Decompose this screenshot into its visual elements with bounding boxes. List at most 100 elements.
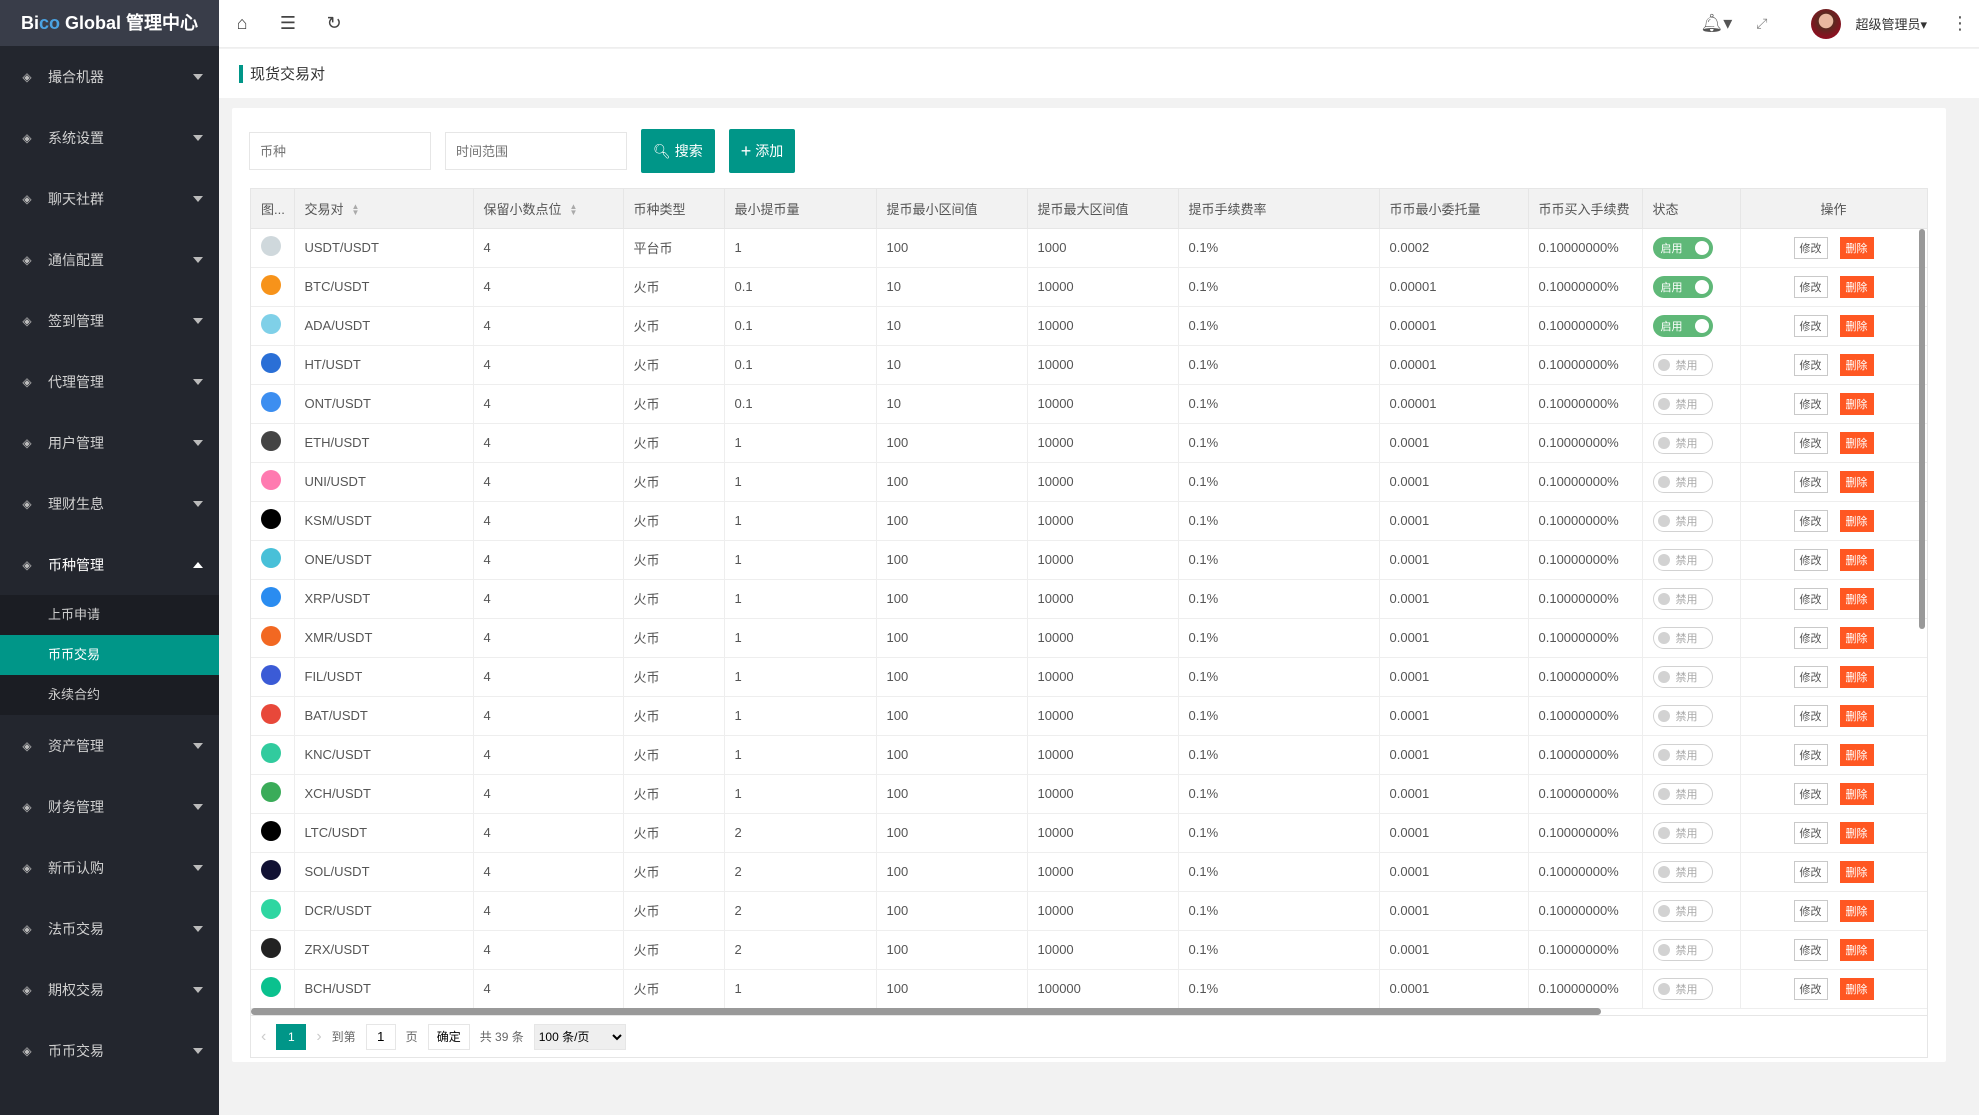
delete-button[interactable]: 删除 [1839,587,1874,610]
horizontal-scrollbar[interactable] [251,1008,1601,1015]
delete-button[interactable]: 删除 [1839,782,1874,805]
edit-button[interactable]: 修改 [1793,938,1828,961]
status-toggle[interactable]: 禁用 [1652,704,1713,727]
edit-button[interactable]: 修改 [1793,899,1828,922]
edit-button[interactable]: 修改 [1793,314,1828,337]
column-header[interactable]: 交易对 ▲ ▼ [294,189,474,229]
status-toggle[interactable]: 禁用 [1652,587,1713,610]
delete-button[interactable]: 删除 [1839,665,1874,688]
delete-button[interactable]: 删除 [1839,626,1874,649]
edit-button[interactable]: 修改 [1793,548,1828,571]
edit-button[interactable]: 修改 [1793,860,1828,883]
submenu-item[interactable]: 永续合约 [48,687,101,702]
avatar[interactable] [1811,8,1842,39]
search-button[interactable]: 🔍︎ 搜索 [641,129,715,173]
status-toggle[interactable]: 禁用 [1652,899,1713,922]
sidebar-item[interactable]: ◈ 资产管理 [0,715,219,776]
delete-button[interactable]: 删除 [1839,938,1874,961]
edit-button[interactable]: 修改 [1793,353,1828,376]
edit-button[interactable]: 修改 [1793,470,1828,493]
next-page-icon[interactable]: › [316,1027,322,1045]
sidebar-item[interactable]: ◈ 财务管理 [0,776,219,837]
delete-button[interactable]: 删除 [1839,743,1874,766]
delete-button[interactable]: 删除 [1839,236,1874,259]
sidebar-item[interactable]: ◈ 币币交易 [0,1020,219,1081]
delete-button[interactable]: 删除 [1839,509,1874,532]
status-toggle[interactable]: 禁用 [1652,743,1713,766]
delete-button[interactable]: 删除 [1839,977,1874,1000]
delete-button[interactable]: 删除 [1839,470,1874,493]
bell-icon[interactable]: 🔔︎▾ [1700,13,1733,33]
sidebar-item[interactable]: ◈ 用户管理 [0,412,219,473]
edit-button[interactable]: 修改 [1793,509,1828,532]
delete-button[interactable]: 删除 [1839,275,1874,298]
home-icon[interactable]: ⌂ [236,13,248,33]
edit-button[interactable]: 修改 [1793,275,1828,298]
status-toggle[interactable]: 禁用 [1652,353,1713,376]
edit-button[interactable]: 修改 [1793,704,1828,727]
add-button[interactable]: + 添加 [728,129,796,173]
status-toggle[interactable]: 禁用 [1652,509,1713,532]
page-input[interactable] [365,1023,396,1050]
edit-button[interactable]: 修改 [1793,782,1828,805]
status-toggle[interactable]: 禁用 [1652,470,1713,493]
status-toggle[interactable]: 启用 [1652,275,1713,298]
status-toggle[interactable]: 禁用 [1652,938,1713,961]
status-toggle[interactable]: 禁用 [1652,782,1713,805]
status-toggle[interactable]: 禁用 [1652,977,1713,1000]
status-toggle[interactable]: 禁用 [1652,860,1713,883]
submenu-item[interactable]: 上币申请 [48,607,101,622]
edit-button[interactable]: 修改 [1793,821,1828,844]
page-size-select[interactable]: 100 条/页 [533,1023,626,1050]
status-toggle[interactable]: 禁用 [1652,665,1713,688]
refresh-icon[interactable]: ↻ [326,13,342,33]
sidebar-item[interactable]: ◈ 新币认购 [0,837,219,898]
submenu-item[interactable]: 币币交易 [0,635,219,675]
delete-button[interactable]: 删除 [1839,353,1874,376]
status-toggle[interactable]: 禁用 [1652,548,1713,571]
prev-page-icon[interactable]: ‹ [261,1027,267,1045]
delete-button[interactable]: 删除 [1839,548,1874,571]
sidebar-item[interactable]: ◈ 聊天社群 [0,168,219,229]
coin-input[interactable] [249,132,431,170]
fullscreen-icon[interactable]: ⤢ [1756,15,1768,31]
edit-button[interactable]: 修改 [1793,392,1828,415]
edit-button[interactable]: 修改 [1793,665,1828,688]
edit-button[interactable]: 修改 [1793,626,1828,649]
sidebar-item[interactable]: ◈ 期权交易 [0,959,219,1020]
status-toggle[interactable]: 禁用 [1652,821,1713,844]
sidebar-item[interactable]: ◈ 法币交易 [0,898,219,959]
delete-button[interactable]: 删除 [1839,899,1874,922]
delete-button[interactable]: 删除 [1839,704,1874,727]
confirm-button[interactable]: 确定 [427,1023,470,1050]
delete-button[interactable]: 删除 [1839,860,1874,883]
vertical-scrollbar[interactable] [1919,229,1925,629]
delete-button[interactable]: 删除 [1839,392,1874,415]
edit-button[interactable]: 修改 [1793,587,1828,610]
column-header[interactable]: 保留小数点位 ▲ ▼ [473,189,624,229]
delete-button[interactable]: 删除 [1839,314,1874,337]
sidebar-item[interactable]: ◈ 系统设置 [0,107,219,168]
edit-button[interactable]: 修改 [1793,431,1828,454]
status-toggle[interactable]: 启用 [1652,314,1713,337]
sort-icon[interactable]: ▲ ▼ [569,202,578,218]
user-menu[interactable]: 超级管理员▾ [1855,17,1927,32]
more-icon[interactable]: ⋮ [1951,13,1969,33]
sidebar-item[interactable]: ◈ 理财生息 [0,473,219,534]
page-1[interactable]: 1 [276,1023,307,1050]
delete-button[interactable]: 删除 [1839,431,1874,454]
time-range-input[interactable] [445,132,627,170]
status-toggle[interactable]: 禁用 [1652,626,1713,649]
menu-collapse-icon[interactable]: ☰ [279,13,297,33]
status-toggle[interactable]: 禁用 [1652,431,1713,454]
sidebar-item[interactable]: ◈ 代理管理 [0,351,219,412]
status-toggle[interactable]: 禁用 [1652,392,1713,415]
edit-button[interactable]: 修改 [1793,977,1828,1000]
sort-icon[interactable]: ▲ ▼ [351,202,360,218]
status-toggle[interactable]: 启用 [1652,236,1713,259]
delete-button[interactable]: 删除 [1839,821,1874,844]
sidebar-item[interactable]: ◈ 通信配置 [0,229,219,290]
edit-button[interactable]: 修改 [1793,743,1828,766]
sidebar-item[interactable]: ◈ 签到管理 [0,290,219,351]
edit-button[interactable]: 修改 [1793,236,1828,259]
